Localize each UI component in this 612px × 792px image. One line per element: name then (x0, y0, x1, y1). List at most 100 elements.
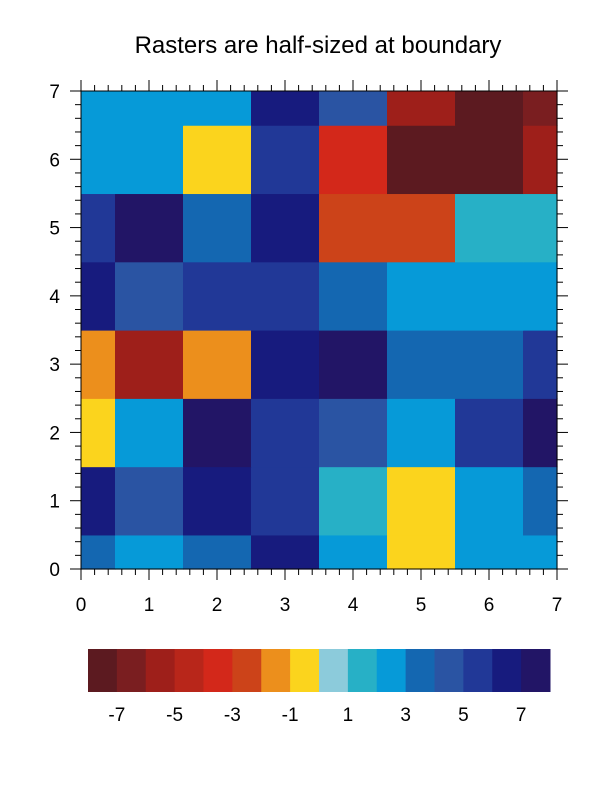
y-tick-label: 0 (49, 560, 60, 581)
heatmap-cell (387, 534, 456, 570)
colorbar-swatch (145, 649, 176, 692)
heatmap-cell (523, 466, 558, 536)
heatmap-cell (319, 261, 388, 331)
heatmap-cell (455, 125, 524, 195)
colorbar-swatch (203, 649, 233, 692)
colorbar-label: 1 (343, 705, 354, 726)
x-axis: 0 1 2 3 4 5 6 7 (76, 80, 562, 616)
heatmap-cell (387, 398, 456, 468)
heatmap-cell (183, 91, 252, 126)
plot-border (80, 90, 558, 570)
heatmap-cell (319, 91, 388, 126)
heatmap-cell (455, 534, 524, 570)
x-tick-label: 5 (416, 595, 427, 616)
chart-title: Rasters are half-sized at boundary (134, 32, 502, 59)
heatmap-cell (81, 398, 116, 468)
heatmap-cell (523, 91, 558, 126)
heatmap-cell (251, 330, 320, 399)
x-tick-label: 2 (212, 595, 223, 616)
heatmap-cell (251, 534, 320, 570)
heatmap-cell (523, 261, 558, 331)
y-tick-label: 5 (49, 219, 60, 240)
y-tick-label: 2 (49, 423, 60, 444)
heatmap-cell (455, 398, 524, 468)
heatmap-cell (251, 466, 320, 536)
heatmap-cell (251, 261, 320, 331)
heatmap-cell (183, 534, 252, 570)
heatmap-cells (81, 91, 558, 570)
heatmap-cell (319, 398, 388, 468)
colorbar-swatch (88, 649, 118, 692)
heatmap-cell (183, 330, 252, 399)
colorbar-swatch (492, 649, 522, 692)
y-tick-label: 3 (49, 355, 60, 376)
colorbar-label: -5 (166, 705, 183, 726)
heatmap-cell (387, 330, 456, 399)
y-axis: 0 1 2 3 4 5 6 7 (49, 82, 568, 581)
heatmap-cell (319, 193, 388, 263)
heatmap-cell (319, 125, 388, 195)
colorbar-swatch (290, 649, 320, 692)
heatmap-cell (455, 466, 524, 536)
heatmap-cell (183, 125, 252, 195)
heatmap-cell (81, 125, 116, 195)
colorbar-label: 5 (458, 705, 469, 726)
colorbar-label: 7 (516, 705, 527, 726)
heatmap-cell (251, 125, 320, 195)
colorbar-label: -3 (224, 705, 241, 726)
heatmap-cell (183, 193, 252, 263)
heatmap-cell (115, 193, 184, 263)
heatmap-cell (319, 466, 388, 536)
colorbar-swatch (319, 649, 349, 692)
colorbar-swatch (521, 649, 551, 692)
heatmap-cell (115, 91, 184, 126)
heatmap-cell (115, 398, 184, 468)
heatmap-cell (251, 193, 320, 263)
heatmap-cell (455, 193, 524, 263)
heatmap-cell (251, 91, 320, 126)
heatmap-cell (387, 91, 456, 126)
y-tick-label: 7 (49, 82, 60, 103)
heatmap-cell (319, 534, 388, 570)
x-tick-label: 6 (484, 595, 495, 616)
heatmap-cell (81, 330, 116, 399)
colorbar-label: -7 (108, 705, 125, 726)
heatmap-cell (183, 261, 252, 331)
heatmap-cell (115, 125, 184, 195)
colorbar-swatch (347, 649, 378, 692)
heatmap-cell (115, 534, 184, 570)
x-tick-label: 3 (280, 595, 291, 616)
colorbar-swatch (261, 649, 291, 692)
heatmap-cell (387, 193, 456, 263)
colorbar-swatch (405, 649, 435, 692)
colorbar: -7 -5 -3 -1 1 3 5 7 (88, 649, 551, 726)
colorbar-swatch (174, 649, 204, 692)
colorbar-label: 3 (400, 705, 411, 726)
heatmap-cell (81, 466, 116, 536)
y-tick-label: 4 (49, 287, 60, 308)
y-tick-label: 1 (49, 492, 60, 513)
heatmap-cell (523, 193, 558, 263)
heatmap-cell (455, 261, 524, 331)
heatmap-cell (183, 398, 252, 468)
heatmap-cell (387, 125, 456, 195)
heatmap-cell (387, 261, 456, 331)
heatmap-cell (115, 330, 184, 399)
heatmap-cell (455, 330, 524, 399)
colorbar-swatch (232, 649, 262, 692)
x-tick-label: 1 (144, 595, 155, 616)
colorbar-swatch (116, 649, 147, 692)
heatmap-cell (115, 261, 184, 331)
heatmap-cell (81, 261, 116, 331)
heatmap-cell (81, 91, 116, 126)
heatmap-cell (81, 193, 116, 263)
heatmap-cell (251, 398, 320, 468)
plot-frame (80, 90, 558, 570)
y-tick-label: 6 (49, 150, 60, 171)
heatmap-cell (523, 398, 558, 468)
colorbar-label: -1 (282, 705, 299, 726)
heatmap-cell (387, 466, 456, 536)
colorbar-swatch (434, 649, 464, 692)
heatmap-cell (115, 466, 184, 536)
